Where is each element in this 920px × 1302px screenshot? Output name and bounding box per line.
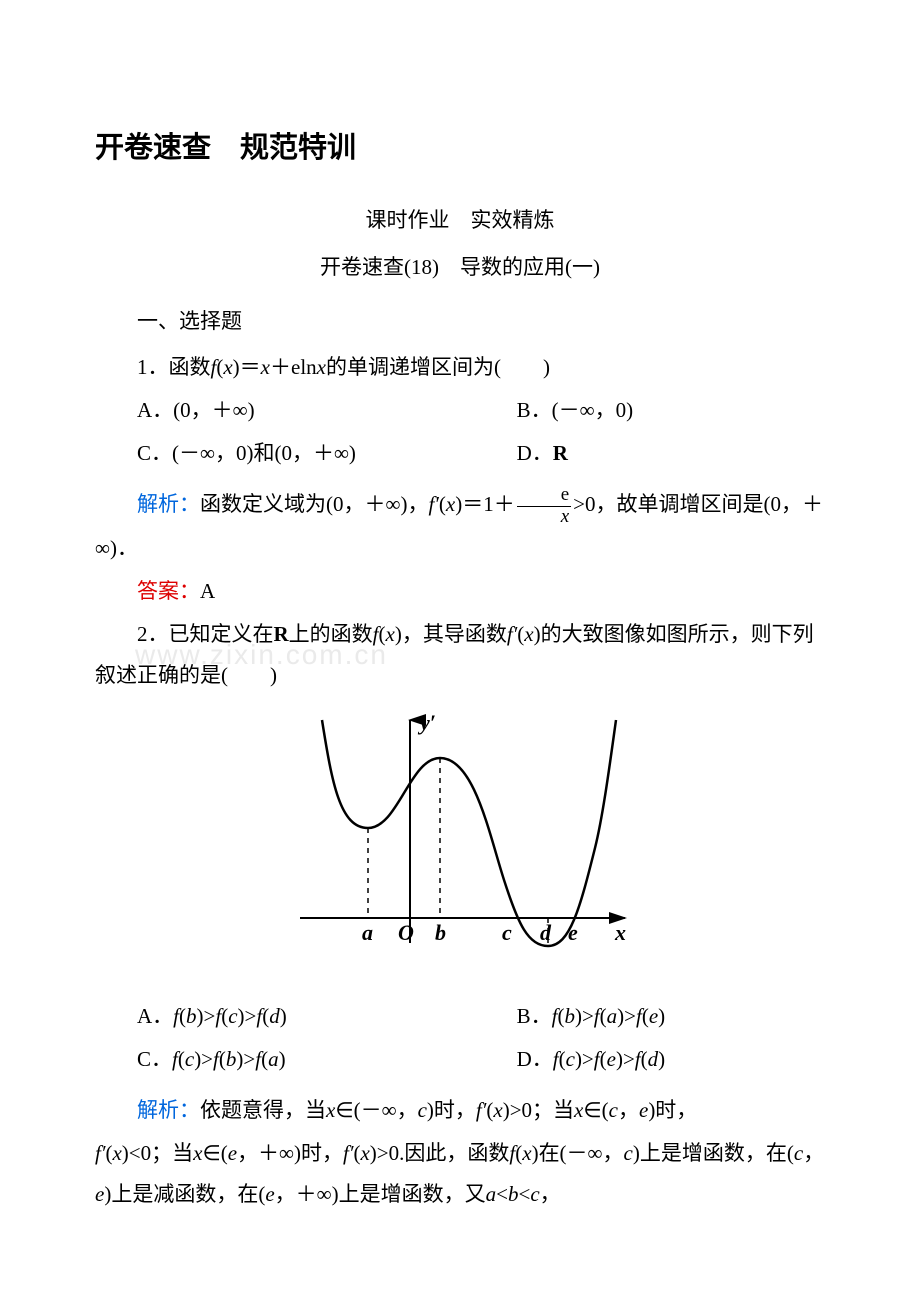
q2-optC: C．f(c)>f(b)>f(a) [95, 1039, 475, 1080]
q1-options-row2: C．(－∞，0)和(0，＋∞) D．R [95, 433, 825, 474]
subtitle-1: 课时作业 实效精炼 [95, 201, 825, 242]
q2-options-row2: C．f(c)>f(b)>f(a) D．f(c)>f(e)>f(d) [95, 1039, 825, 1080]
section-heading: 一、选择题 [95, 302, 825, 343]
q2-figure: x y′ a O b c d e [95, 708, 825, 977]
explanation-label: 解析： [137, 492, 200, 516]
svg-text:a: a [362, 920, 373, 945]
svg-text:x: x [614, 920, 626, 945]
subtitle-2: 开卷速查(18) 导数的应用(一) [95, 247, 825, 288]
q2-explanation-line2: f′(x)<0；当x∈(e，＋∞)时，f′(x)>0.因此，函数f(x)在(－∞… [95, 1133, 825, 1215]
q1-answer: 答案：A [95, 571, 825, 612]
svg-text:d: d [540, 920, 552, 945]
q1-optC: C．(－∞，0)和(0，＋∞) [95, 433, 475, 474]
q2-stem: 2．已知定义在R上的函数f(x)，其导函数f′(x)的大致图像如图所示，则下列叙… [95, 614, 825, 696]
q1-optD: D．R [475, 433, 825, 474]
q2-explanation-line1: 解析：依题意得，当x∈(－∞，c)时，f′(x)>0；当x∈(c，e)时， [95, 1090, 825, 1131]
main-title: 开卷速查 规范特训 [95, 120, 825, 177]
svg-text:c: c [502, 920, 512, 945]
answer-label: 答案： [137, 579, 200, 603]
q2-optB: B．f(b)>f(a)>f(e) [475, 996, 825, 1037]
q2-options-row1: A．f(b)>f(c)>f(d) B．f(b)>f(a)>f(e) [95, 996, 825, 1037]
svg-text:e: e [568, 920, 578, 945]
q1-optA: A．(0，＋∞) [95, 390, 475, 431]
svg-text:O: O [398, 920, 414, 945]
svg-text:y′: y′ [417, 710, 436, 735]
q1-stem: 1．函数f(x)＝x＋elnx的单调递增区间为( ) [95, 347, 825, 388]
q1-options-row1: A．(0，＋∞) B．(－∞，0) [95, 390, 825, 431]
q1-optB: B．(－∞，0) [475, 390, 825, 431]
explanation-label-2: 解析： [137, 1098, 200, 1122]
q1-explanation: 解析：函数定义域为(0，＋∞)，f′(x)＝1＋ex>0，故单调增区间是(0，＋… [95, 484, 825, 569]
svg-text:b: b [435, 920, 446, 945]
q2-optD: D．f(c)>f(e)>f(d) [475, 1039, 825, 1080]
q2-optA: A．f(b)>f(c)>f(d) [95, 996, 475, 1037]
